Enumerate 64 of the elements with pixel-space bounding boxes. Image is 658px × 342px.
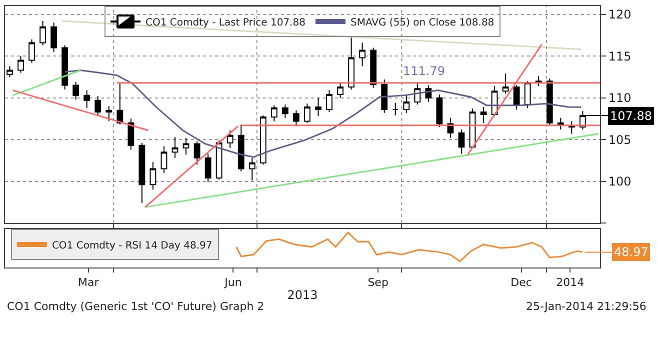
candlestick [381, 78, 388, 114]
candlestick [502, 73, 509, 94]
candlestick [414, 81, 421, 105]
legend-label: SMAVG (55) on Close 108.88 [350, 17, 494, 28]
candlestick [392, 102, 399, 116]
candlestick [370, 47, 377, 88]
candlestick [28, 38, 35, 64]
candlestick [40, 20, 46, 46]
candlestick [315, 97, 322, 117]
candlestick [182, 137, 190, 156]
candlestick [116, 83, 124, 126]
candlestick [282, 104, 288, 118]
candlestick [6, 66, 13, 78]
candlestick [359, 42, 366, 67]
legend-label: CO1 Comdty - Last Price 107.88 [146, 17, 306, 28]
y-tick-label: 115 [608, 49, 632, 64]
x-tick-label: 2014 [556, 276, 584, 289]
candlestick [337, 82, 344, 98]
candlestick [348, 36, 354, 90]
candlestick [458, 129, 465, 154]
candlestick [513, 84, 520, 110]
candlestick [248, 157, 256, 181]
annotation: 107.88 [610, 109, 652, 123]
candlestick [194, 140, 200, 166]
x-tick-label: Dec [510, 276, 532, 289]
candlestick [216, 140, 222, 180]
candlestick [72, 81, 80, 100]
candlestick [50, 22, 57, 52]
candlestick [94, 96, 102, 117]
candlestick [150, 162, 156, 190]
y-tick-label: 100 [608, 174, 632, 189]
y-tick-label: 120 [608, 8, 632, 22]
y-tick-label: 105 [608, 132, 632, 147]
text: CO1 Comdty (Generic 1st 'CO' Future) Graph 2 [7, 300, 264, 313]
text: 25-Jan-2014 21:29:56 [526, 300, 646, 313]
candlestick [226, 130, 234, 148]
x-tick-label: Mar [78, 276, 100, 289]
candlestick [524, 80, 531, 108]
candlestick [238, 124, 244, 172]
y-tick-label: 110 [608, 91, 632, 106]
annotation: 111.79 [403, 64, 445, 78]
x-tick-label: Jun [224, 276, 242, 289]
candlestick [106, 106, 112, 122]
candlestick [293, 110, 300, 127]
candlestick [62, 44, 68, 90]
x-tick-label: Sep [368, 276, 388, 289]
candlestick [204, 153, 212, 183]
candlestick [138, 142, 146, 204]
candlestick [403, 94, 410, 114]
candlestick [160, 146, 168, 174]
legend-label: CO1 Comdty - RSI 14 Day 48.97 [52, 240, 212, 252]
candlestick [326, 90, 332, 113]
annotation: 48.97 [614, 245, 648, 259]
x-axis-title: 2013 [287, 288, 318, 302]
candlestick [128, 118, 134, 150]
candlestick [18, 56, 24, 74]
candlestick [270, 104, 278, 122]
candlestick [84, 90, 90, 108]
candlestick [304, 103, 310, 124]
candlestick [480, 106, 487, 124]
candlestick [172, 136, 178, 158]
candlestick [546, 78, 553, 126]
candlestick [260, 114, 266, 166]
candlestick [436, 94, 443, 128]
